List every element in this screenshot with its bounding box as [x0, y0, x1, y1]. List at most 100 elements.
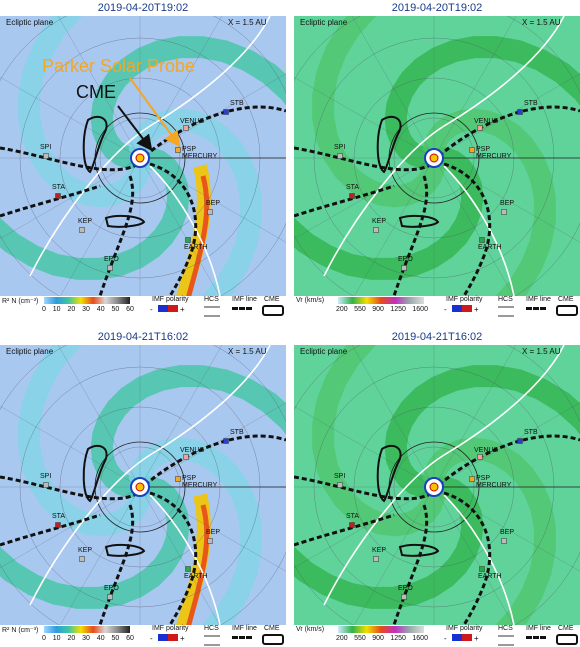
venus-marker	[183, 125, 189, 131]
bep-marker	[501, 209, 507, 215]
earth-marker	[185, 566, 191, 572]
spi-label: SPI	[334, 144, 346, 151]
panel-legend: Vr (km/s) 200 550 900 1250 1600 IMF polarity - +…	[294, 296, 580, 318]
colorbar-tick: 200	[336, 306, 348, 313]
cme-legend-label: CME	[264, 625, 280, 632]
parker-solar-probe-label: Parker Solar Probe	[42, 56, 196, 76]
spi-label: SPI	[40, 144, 52, 151]
sta-label: STA	[52, 184, 66, 191]
spi-label: SPI	[40, 473, 52, 480]
panel-timestamp: 2019-04-20T19:02	[97, 2, 189, 14]
bep-marker	[207, 538, 213, 544]
venus-marker	[183, 454, 189, 460]
plane-label: Ecliptic plane	[300, 18, 348, 27]
cme-legend-label: CME	[558, 625, 574, 632]
mercury-label: MERCURY	[182, 153, 218, 160]
kep-marker	[373, 227, 379, 233]
hcs-label: HCS	[498, 625, 513, 632]
polarity-swatch	[158, 305, 178, 312]
colorbar-tick: 1600	[412, 635, 428, 642]
colorbar-tick: 50	[111, 635, 120, 642]
stb-marker	[223, 438, 229, 444]
spi-marker	[43, 482, 49, 488]
colorbar-ticks: 0 10 20 30 40 50 60	[42, 635, 134, 642]
polarity-minus: -	[444, 305, 447, 314]
panel-legend: R² N (cm⁻³) 0 10 20 30 40 50 60 IMF polarity - + HC…	[0, 625, 286, 647]
scale-label: X = 1.5 AU	[522, 18, 561, 27]
imf-polarity-label: IMF polarity	[446, 296, 483, 303]
colorbar-tick: 1250	[390, 635, 406, 642]
mercury-label: MERCURY	[476, 482, 512, 489]
colorbar	[338, 297, 424, 304]
colorbar-title: R² N (cm⁻³)	[2, 298, 39, 305]
heliosphere-map-svg	[294, 345, 580, 625]
heliosphere-map: Ecliptic plane X = 1.5 AU STB VENUS PSP MERCU…	[0, 345, 286, 625]
earth-marker	[479, 237, 485, 243]
colorbar	[44, 626, 130, 633]
cme-label: CME	[76, 82, 116, 102]
sta-marker	[349, 193, 355, 199]
colorbar-tick: 550	[354, 306, 366, 313]
colorbar-title: R² N (cm⁻³)	[2, 627, 39, 634]
stb-marker	[223, 109, 229, 115]
psp-label: PSP	[476, 146, 491, 153]
polarity-minus: -	[150, 305, 153, 314]
venus-marker	[477, 125, 483, 131]
earth-marker	[185, 237, 191, 243]
colorbar-ticks: 200 550 900 1250 1600	[336, 635, 428, 642]
polarity-plus: +	[180, 305, 185, 314]
colorbar-tick: 10	[52, 635, 61, 642]
psp-label: PSP	[182, 475, 197, 482]
bep-marker	[501, 538, 507, 544]
hcs-label: HCS	[204, 625, 219, 632]
colorbar-ticks: 0 10 20 30 40 50 60	[42, 306, 134, 313]
venus-label: VENUS	[180, 447, 205, 454]
imf-polarity-label: IMF polarity	[446, 625, 483, 632]
epo-label: EPO	[104, 585, 119, 592]
spi-marker	[337, 153, 343, 159]
bep-marker	[207, 209, 213, 215]
spi-label: SPI	[334, 473, 346, 480]
colorbar-tick: 1600	[412, 306, 428, 313]
hcs-swatch	[204, 306, 220, 317]
polarity-plus: +	[180, 634, 185, 643]
cme-legend-label: CME	[264, 296, 280, 303]
colorbar	[44, 297, 130, 304]
colorbar-tick: 900	[372, 306, 384, 313]
imf-line-label: IMF line	[526, 296, 551, 303]
epo-label: EPO	[104, 256, 119, 263]
earth-label: EARTH	[184, 573, 208, 580]
hcs-swatch	[498, 306, 514, 317]
panel-3: 2019-04-21T16:02 Ecliptic plane X = 1.5 AU…	[0, 329, 286, 647]
epo-label: EPO	[398, 256, 413, 263]
cme-swatch	[556, 634, 578, 645]
stb-label: STB	[230, 429, 244, 436]
imf-line-label: IMF line	[232, 625, 257, 632]
kep-marker	[79, 227, 85, 233]
epo-marker	[107, 265, 113, 271]
kep-marker	[79, 556, 85, 562]
imf-line-swatch	[232, 636, 252, 643]
scale-label: X = 1.5 AU	[228, 18, 267, 27]
polarity-minus: -	[444, 634, 447, 643]
sta-label: STA	[346, 513, 360, 520]
panel-timestamp: 2019-04-20T19:02	[391, 2, 483, 14]
heliosphere-map-svg	[294, 16, 580, 296]
colorbar-tick: 0	[42, 306, 46, 313]
venus-label: VENUS	[180, 118, 205, 125]
earth-label: EARTH	[478, 573, 502, 580]
scale-label: X = 1.5 AU	[228, 347, 267, 356]
colorbar-tick: 30	[82, 306, 90, 313]
imf-line-label: IMF line	[232, 296, 257, 303]
colorbar-tick: 20	[67, 635, 76, 642]
colorbar-ticks: 200 550 900 1250 1600	[336, 306, 428, 313]
venus-marker	[477, 454, 483, 460]
kep-label: KEP	[372, 547, 387, 554]
heliosphere-map: Ecliptic plane X = 1.5 AU STB VENUS PSP MERCU…	[294, 16, 580, 296]
imf-line-label: IMF line	[526, 625, 551, 632]
mercury-label: MERCURY	[476, 153, 512, 160]
colorbar-tick: 30	[82, 635, 90, 642]
cme-legend-label: CME	[558, 296, 574, 303]
psp-label: PSP	[476, 475, 491, 482]
